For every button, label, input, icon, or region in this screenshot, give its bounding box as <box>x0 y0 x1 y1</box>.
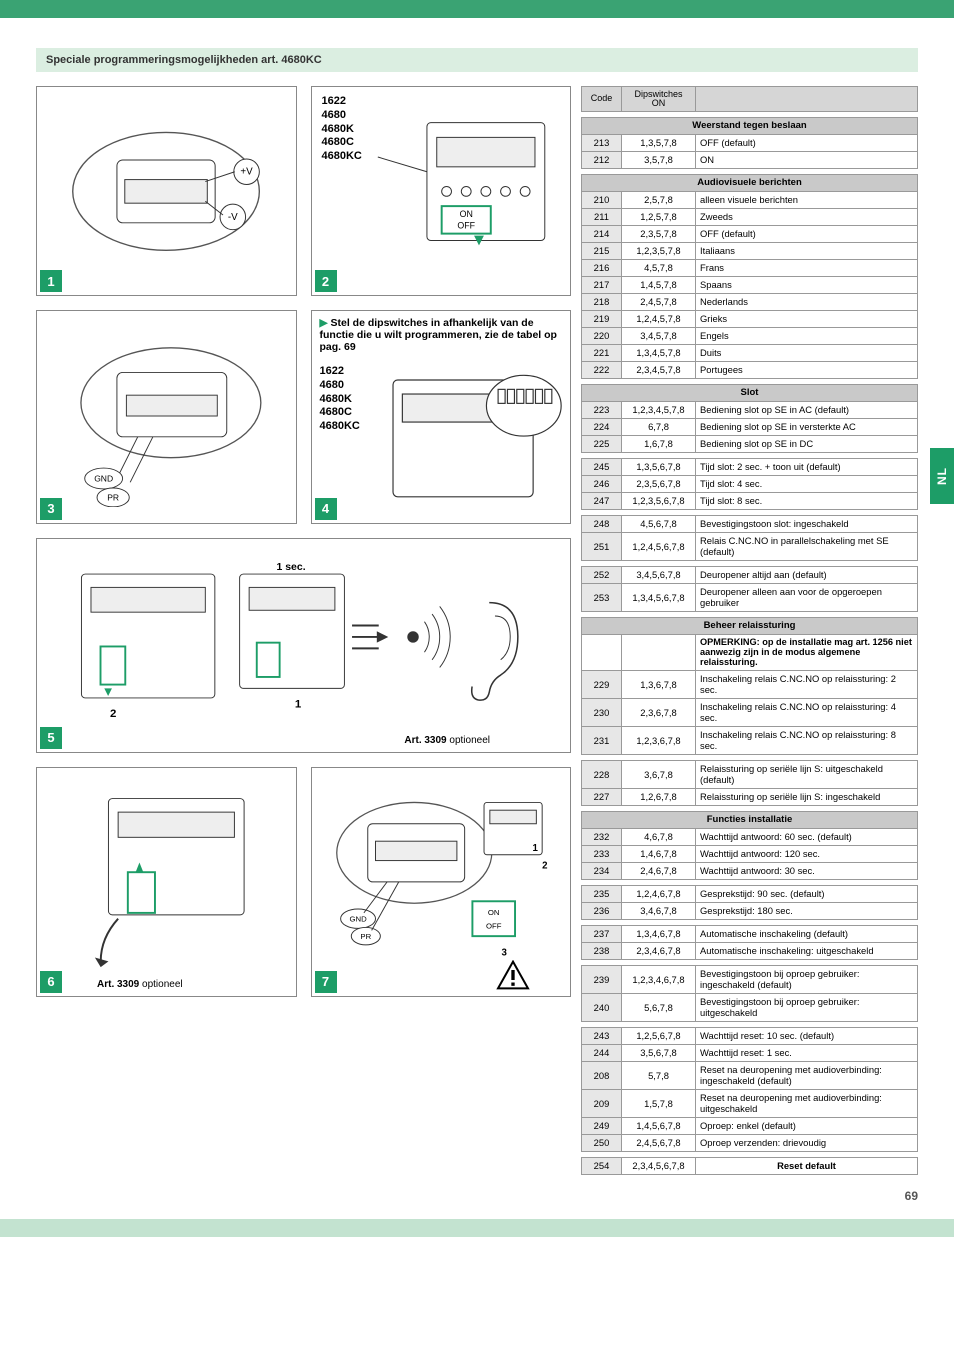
step-number-5: 5 <box>40 727 62 749</box>
section-title: Speciale programmeringsmogelijkheden art… <box>36 48 918 72</box>
svg-text:GND: GND <box>350 914 368 923</box>
svg-text:OFF: OFF <box>486 921 502 930</box>
svg-text:1: 1 <box>533 843 539 854</box>
diagram-1: +V -V 1 <box>36 86 297 296</box>
art-label-6: Art. 3309 optioneel <box>97 979 183 990</box>
step-number-2: 2 <box>315 270 337 292</box>
svg-text:PR: PR <box>107 492 119 502</box>
diagram-6: 6 Art. 3309 optioneel <box>36 767 297 997</box>
diagrams-column: +V -V 1 1622 4680 4680K 4680C 4680KC <box>36 86 571 1181</box>
svg-text:ON: ON <box>488 908 500 917</box>
svg-text:ON: ON <box>459 209 472 219</box>
page-number: 69 <box>36 1181 918 1203</box>
svg-text:PR: PR <box>361 932 372 941</box>
codes-table: CodeDipswitches ON Weerstand tegen besla… <box>581 86 918 1175</box>
step-number-6: 6 <box>40 971 62 993</box>
header-bar <box>0 0 954 18</box>
diagram-4: ▶ Stel de dipswitches in afhankelijk van… <box>311 310 572 524</box>
language-tab: NL <box>930 448 954 504</box>
diagram-3: GND PR 3 <box>36 310 297 524</box>
svg-text:1 sec.: 1 sec. <box>277 562 306 573</box>
diagram-5: 2 1 sec. 1 <box>36 538 571 753</box>
step-number-7: 7 <box>315 971 337 993</box>
dipswitch-instruction: ▶ Stel de dipswitches in afhankelijk van… <box>312 311 571 359</box>
device-models-list: 1622 4680 4680K 4680C 4680KC <box>322 95 362 164</box>
diagram-7: GND PR 1 2 ON OFF 3 <box>311 767 572 997</box>
codes-tables: CodeDipswitches ON Weerstand tegen besla… <box>581 86 918 1181</box>
svg-text:+V: +V <box>241 166 254 177</box>
svg-text:3: 3 <box>502 947 508 958</box>
svg-text:2: 2 <box>542 860 547 871</box>
svg-text:1: 1 <box>295 698 302 710</box>
svg-text:2: 2 <box>110 708 116 720</box>
caution-icon <box>496 960 530 990</box>
svg-text:-V: -V <box>228 211 238 222</box>
svg-text:GND: GND <box>94 473 113 483</box>
step-number-1: 1 <box>40 270 62 292</box>
art-label-5: Art. 3309 optioneel <box>404 735 490 746</box>
footer-bar <box>0 1219 954 1237</box>
diagram-2: 1622 4680 4680K 4680C 4680KC ON OFF 2 <box>311 86 572 296</box>
step-number-3: 3 <box>40 498 62 520</box>
step-number-4: 4 <box>315 498 337 520</box>
svg-text:OFF: OFF <box>457 220 475 230</box>
